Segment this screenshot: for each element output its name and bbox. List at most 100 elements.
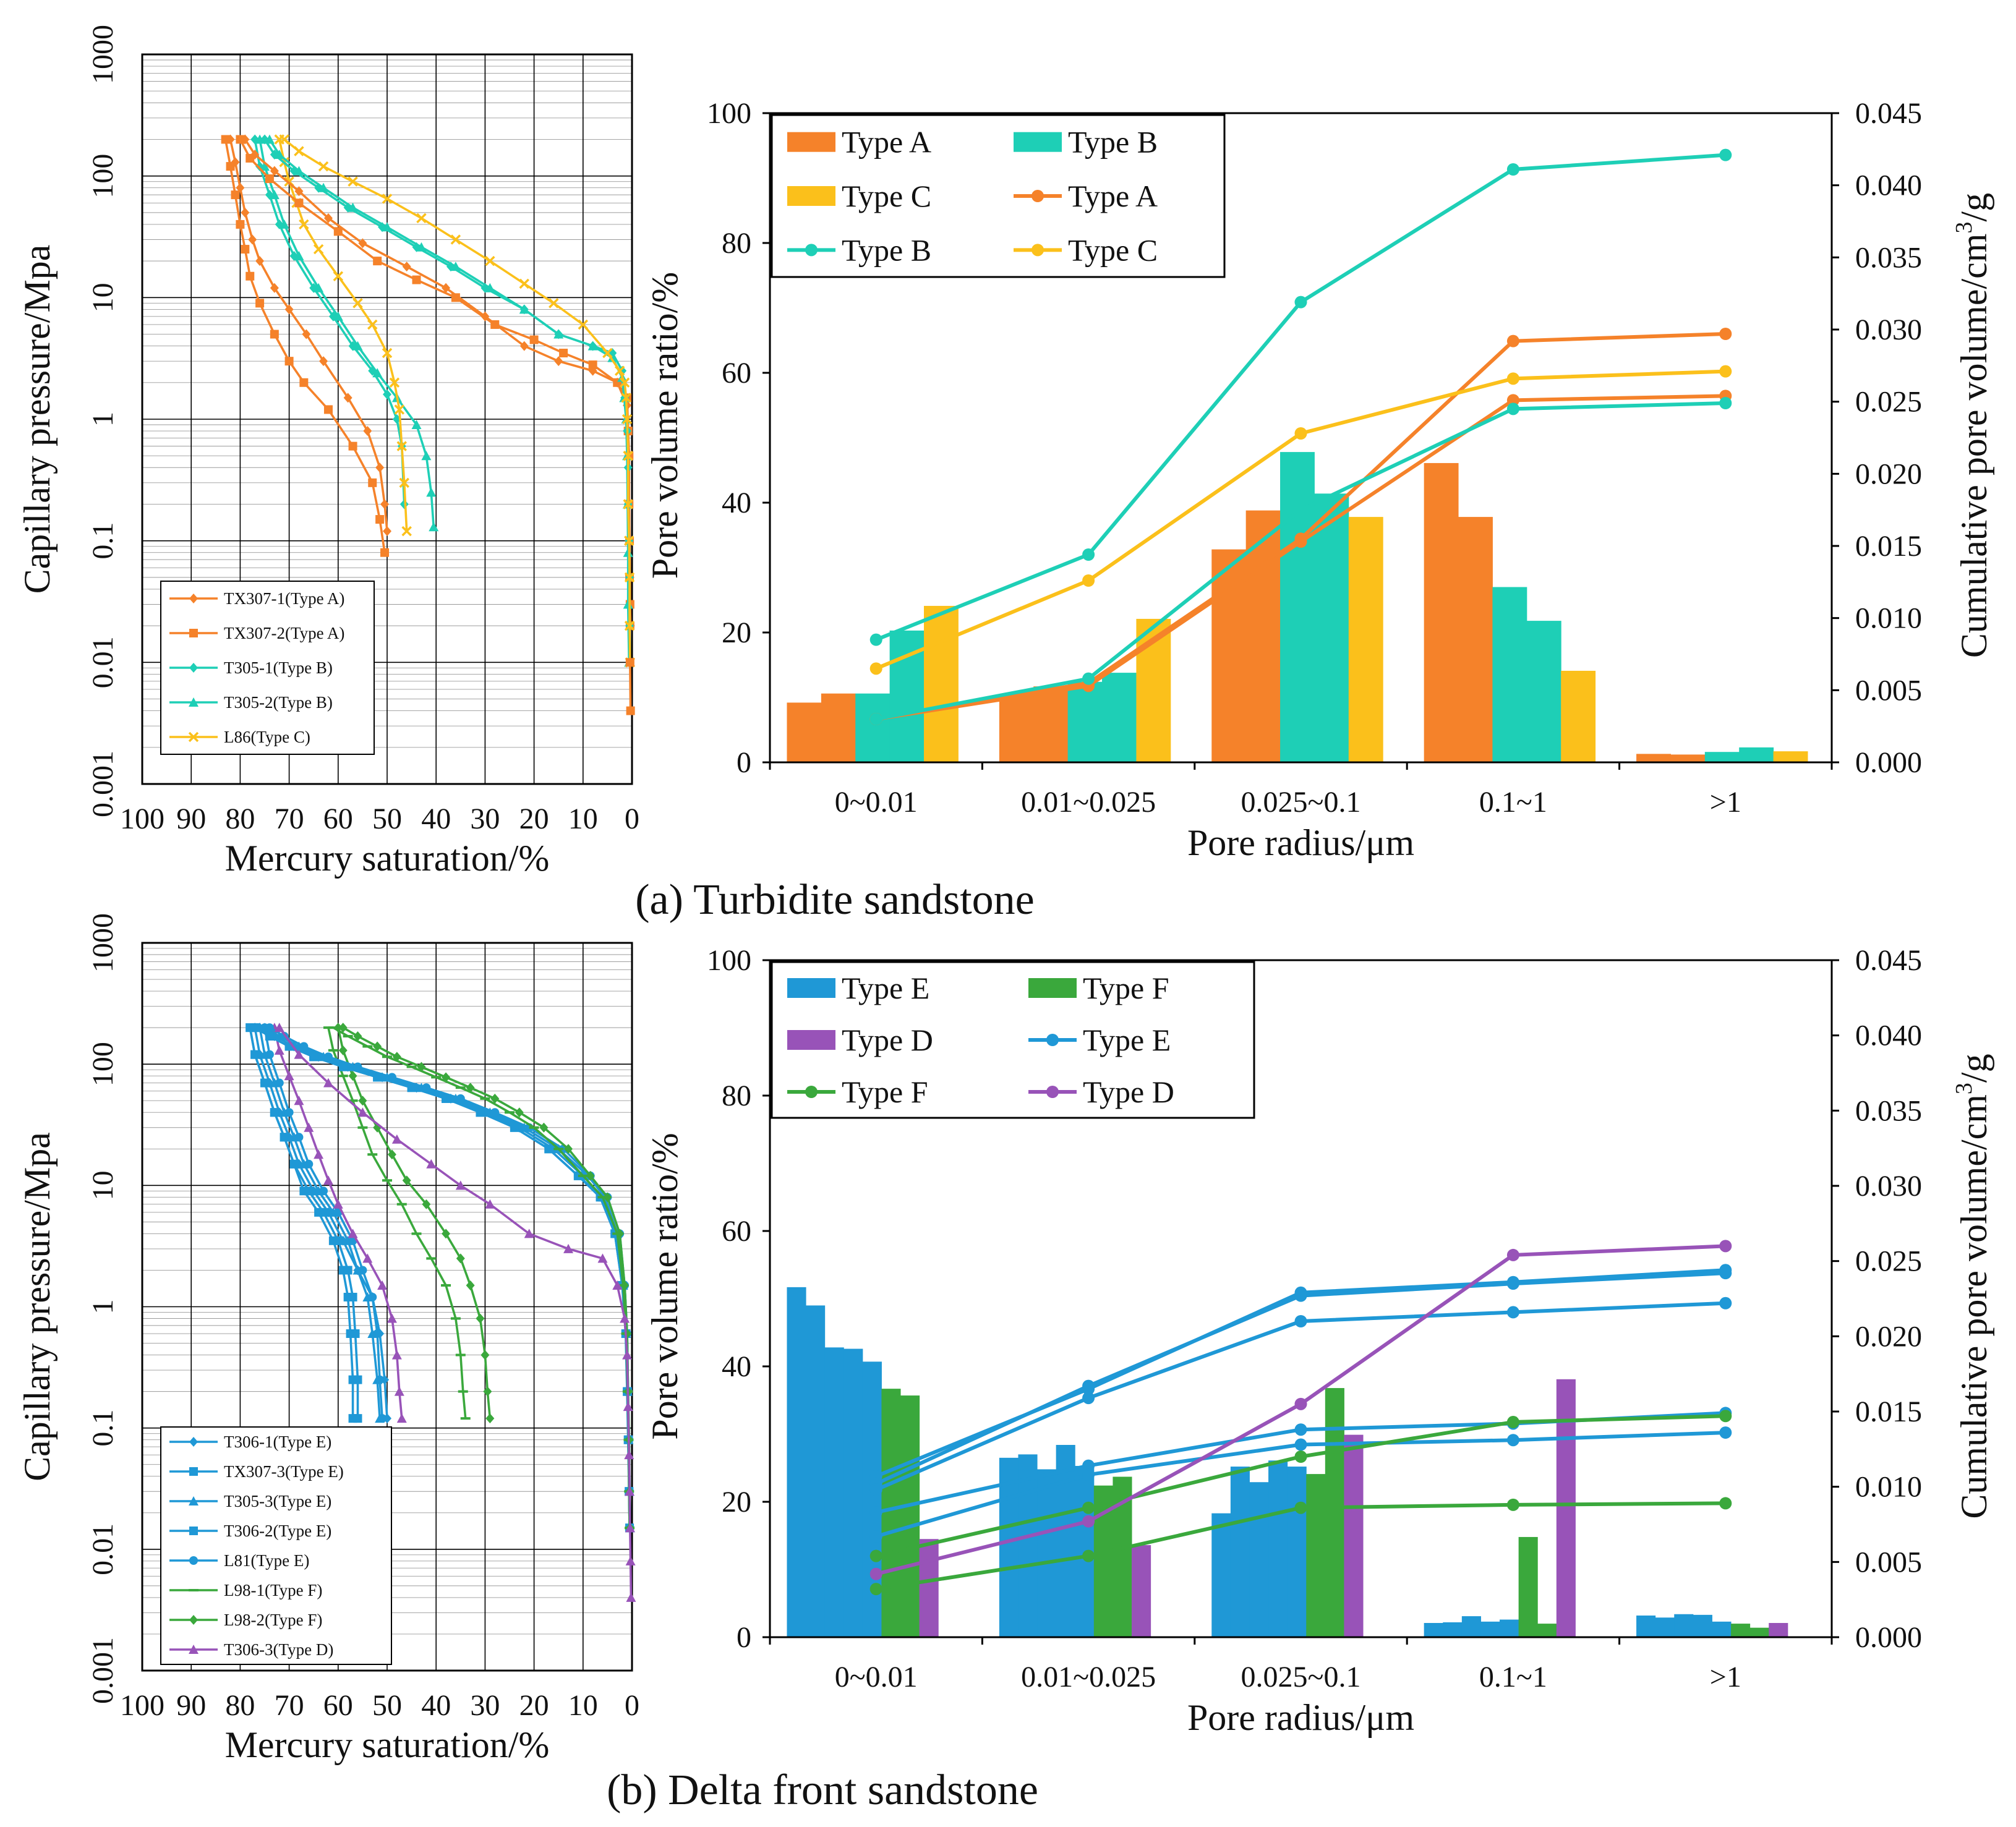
marker-triangle [189, 1496, 199, 1505]
capillary-legend: T306-1(Type E) TX307-3(Type E) T305-3(Type… [160, 1426, 392, 1665]
bar [1424, 1623, 1443, 1637]
marker-triangle [485, 283, 495, 292]
marker-dash [396, 1203, 407, 1206]
bar [1245, 510, 1281, 762]
marker-square [250, 1023, 260, 1033]
legend-box [771, 961, 1255, 1119]
legend-point [805, 244, 818, 257]
marker-square [476, 1108, 485, 1117]
marker-x [624, 620, 635, 631]
y-right-tick-label: 0.045 [1855, 944, 1922, 977]
marker-triangle [426, 1159, 437, 1169]
marker-diamond [375, 462, 385, 473]
marker-diamond [270, 283, 279, 293]
category-label: >1 [1710, 786, 1741, 819]
marker-diamond [490, 1093, 500, 1104]
y-right-axis-label: Cumulative pore volume/cm3/g [1951, 193, 1994, 658]
marker-diamond [620, 1280, 630, 1290]
marker-x [621, 414, 633, 425]
y-tick-label: 1 [87, 1300, 119, 1314]
marker-diamond [442, 1229, 451, 1239]
legend-swatch [787, 1030, 835, 1050]
cumulative-point [1082, 548, 1095, 561]
marker-square [309, 1052, 318, 1062]
y-right-tick-label: 0.030 [1855, 313, 1922, 346]
x-axis-label: Mercury saturation/% [225, 838, 550, 879]
bar [1500, 1619, 1519, 1637]
caption-b: (b) Delta front sandstone [607, 1766, 1038, 1814]
bar [1056, 1445, 1075, 1637]
bar [1067, 681, 1103, 762]
marker-diamond [189, 1437, 198, 1447]
y-right-tick-label: 0.030 [1855, 1170, 1922, 1203]
marker-diamond [373, 1041, 382, 1052]
marker-circle [422, 1083, 431, 1092]
marker-triangle [587, 341, 598, 351]
marker-square [236, 135, 245, 144]
cumulative-point [1506, 1434, 1519, 1447]
cumulative-point [1719, 1267, 1732, 1280]
marker-diamond [481, 1350, 490, 1360]
marker-triangle [294, 1096, 304, 1105]
cumulative-point [1082, 1468, 1095, 1481]
marker-x [382, 194, 393, 204]
y-tick-label: 100 [87, 1042, 119, 1086]
bar [787, 702, 822, 762]
legend-label: Type B [842, 232, 931, 267]
bar [1314, 493, 1349, 762]
distribution-legend: Type A Type B Type C Type A Type B Type C [771, 114, 1226, 278]
marker-triangle [626, 1592, 636, 1602]
bar [1306, 1474, 1326, 1637]
marker-square [241, 245, 250, 254]
marker-triangle [348, 202, 358, 212]
marker-diamond [353, 1031, 362, 1041]
marker-x [367, 319, 378, 330]
bar [1636, 1615, 1656, 1637]
bar [1461, 1616, 1481, 1637]
plot-frame [769, 112, 1833, 764]
cumulative-point [1719, 1426, 1732, 1439]
marker-circle [189, 1556, 198, 1565]
marker-diamond [358, 1096, 367, 1106]
x-tick-label: 40 [421, 1689, 451, 1722]
x-tick-label: 20 [519, 803, 549, 835]
marker-square [338, 1062, 348, 1071]
legend-point [1046, 1086, 1059, 1098]
x-tick-label: 70 [275, 803, 304, 835]
bar [1537, 1624, 1557, 1637]
marker-square [442, 1094, 451, 1103]
legend-point [805, 1086, 818, 1098]
marker-diamond [250, 150, 260, 160]
marker-diamond [603, 1192, 612, 1203]
legend-point [1046, 1034, 1059, 1046]
bar [1132, 1545, 1151, 1637]
legend-label: TX307-1(Type A) [224, 589, 344, 608]
marker-triangle [323, 1078, 333, 1088]
marker-triangle [455, 1180, 466, 1190]
marker-diamond [392, 1052, 401, 1062]
y-right-tick-label: 0.005 [1855, 674, 1922, 707]
marker-triangle [622, 1350, 633, 1360]
y-left-tick-label: 100 [707, 97, 751, 130]
bar [1556, 1379, 1576, 1637]
x-tick-label: 0 [625, 1689, 639, 1722]
legend-swatch [1014, 132, 1062, 152]
marker-triangle [421, 451, 432, 461]
series-line [249, 1027, 359, 1419]
cumulative-point [1082, 672, 1095, 685]
cumulative-point [1294, 296, 1307, 309]
marker-dash [450, 1317, 461, 1320]
y-tick-label: 1000 [87, 25, 119, 84]
cumulative-point [869, 1567, 882, 1580]
x-tick-label: 30 [470, 1689, 500, 1722]
marker-triangle [387, 1313, 397, 1323]
marker-square [260, 1078, 269, 1088]
marker-square [348, 1292, 357, 1301]
category-label: 0~0.01 [835, 1661, 918, 1693]
marker-x [450, 234, 461, 245]
legend-swatch [787, 978, 835, 998]
marker-diamond [343, 393, 352, 403]
legend-label: Type C [1068, 232, 1158, 267]
marker-x [614, 365, 625, 376]
